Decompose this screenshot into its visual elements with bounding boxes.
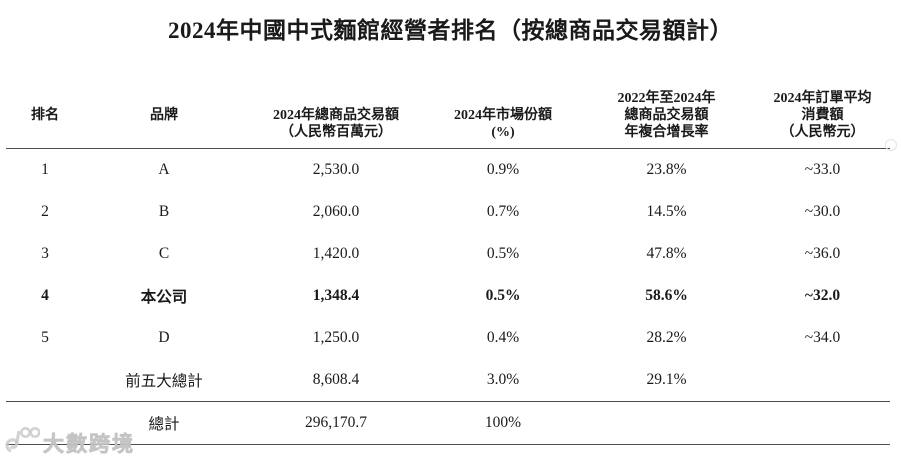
- brand-cell: D: [158, 329, 170, 346]
- share-cell: 100%: [428, 401, 578, 445]
- share-cell: 0.5%: [486, 245, 520, 262]
- watermark-bubble: [885, 139, 897, 151]
- aov-cell: ~33.0: [804, 161, 841, 178]
- cagr-cell: 23.8%: [646, 161, 687, 178]
- col-header-cagr: 2022年至2024年 總商品交易額 年複合增長率: [578, 67, 755, 149]
- rank-cell: 2: [41, 203, 49, 220]
- gmv-cell: 296,170.7: [244, 401, 428, 445]
- col-header-brand: 品牌: [84, 67, 244, 149]
- table-row: 1 A 2,530.0 0.9% 23.8% ~33.0: [6, 149, 890, 192]
- gmv-cell: 1,348.4: [312, 287, 360, 304]
- share-cell: 0.4%: [486, 329, 520, 346]
- table-row: 5 D 1,250.0 0.4% 28.2% ~34.0: [6, 317, 890, 359]
- aov-cell: [755, 401, 890, 445]
- ranking-table: 排名 品牌 2024年總商品交易額 （人民幣百萬元） 2024年市場份額 (%)…: [6, 67, 890, 445]
- rank-cell: [6, 401, 84, 445]
- table-row: 3 C 1,420.0 0.5% 47.8% ~36.0: [6, 233, 890, 275]
- aov-cell: ~34.0: [804, 329, 841, 346]
- table-row: 2 B 2,060.0 0.7% 14.5% ~30.0: [6, 191, 890, 233]
- aov-cell: [755, 359, 890, 402]
- gmv-cell: 1,420.0: [312, 245, 360, 262]
- share-cell: 0.7%: [486, 203, 520, 220]
- table-row-company: 4 本公司 1,348.4 0.5% 58.6% ~32.0: [6, 275, 890, 317]
- table-row-top5-subtotal: 前五大總計 8,608.4 3.0% 29.1%: [6, 359, 890, 402]
- cagr-cell: 14.5%: [646, 203, 687, 220]
- gmv-cell: 8,608.4: [244, 359, 428, 402]
- brand-cell: 前五大總計: [84, 359, 244, 402]
- brand-cell: 總計: [84, 401, 244, 445]
- rank-cell: 1: [41, 161, 49, 178]
- cagr-cell: 28.2%: [646, 329, 687, 346]
- cagr-cell: 58.6%: [645, 287, 688, 304]
- col-header-rank: 排名: [6, 67, 84, 149]
- rank-cell: 5: [41, 329, 49, 346]
- aov-cell: ~36.0: [804, 245, 841, 262]
- brand-cell: C: [158, 245, 170, 262]
- page-title: 2024年中國中式麵館經營者排名（按總商品交易額計）: [168, 18, 733, 43]
- gmv-cell: 2,060.0: [312, 203, 360, 220]
- aov-cell: ~30.0: [804, 203, 841, 220]
- rank-cell: 3: [41, 245, 49, 262]
- col-header-share: 2024年市場份額 (%): [428, 67, 578, 149]
- share-cell: 0.9%: [486, 161, 520, 178]
- cagr-cell: 47.8%: [646, 245, 687, 262]
- brand-cell: A: [158, 161, 170, 178]
- gmv-cell: 1,250.0: [312, 329, 360, 346]
- table-row-total: 總計 296,170.7 100%: [6, 401, 890, 445]
- brand-cell: B: [158, 203, 170, 220]
- rank-cell: [6, 359, 84, 402]
- col-header-gmv: 2024年總商品交易額 （人民幣百萬元）: [244, 67, 428, 149]
- brand-cell: 本公司: [140, 289, 188, 306]
- col-header-aov: 2024年訂單平均 消費額 （人民幣元）: [755, 67, 890, 149]
- table-header: 排名 品牌 2024年總商品交易額 （人民幣百萬元） 2024年市場份額 (%)…: [6, 67, 890, 149]
- aov-cell: ~32.0: [804, 287, 841, 304]
- gmv-cell: 2,530.0: [312, 161, 360, 178]
- cagr-cell: 29.1%: [578, 359, 755, 402]
- share-cell: 0.5%: [485, 287, 521, 304]
- rank-cell: 4: [41, 287, 49, 304]
- cagr-cell: [578, 401, 755, 445]
- share-cell: 3.0%: [428, 359, 578, 402]
